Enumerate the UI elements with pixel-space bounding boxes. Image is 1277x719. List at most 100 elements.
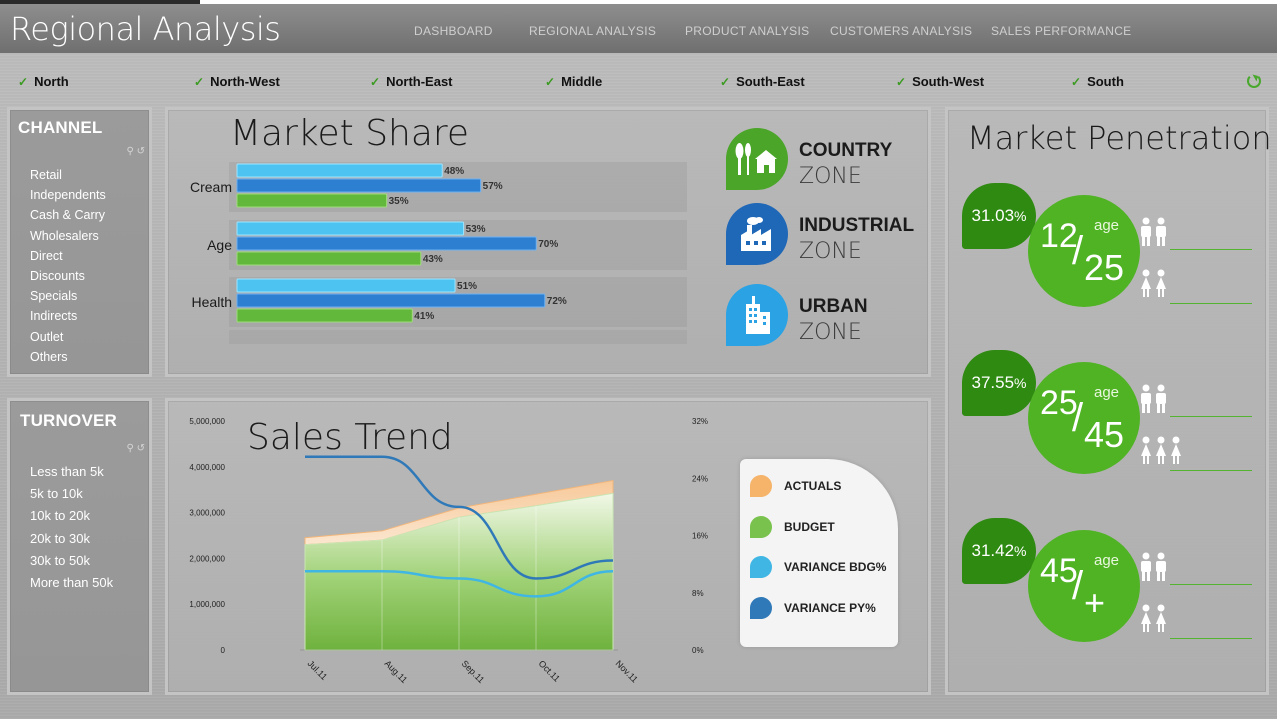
region-south[interactable]: ✓ South xyxy=(1071,74,1124,89)
legend-swatch xyxy=(750,556,772,578)
nav-dashboard[interactable]: DASHBOARD xyxy=(414,24,493,38)
channel-item-indirects[interactable]: Indirects xyxy=(30,309,78,324)
category-label: Health xyxy=(192,294,232,310)
channel-list: Retail Independents Cash & Carry Wholesa… xyxy=(30,168,106,370)
penetration-percent: 37.55% xyxy=(962,350,1036,416)
category-label: Age xyxy=(207,237,232,253)
x-axis-tick: Aug.11 xyxy=(383,658,410,685)
header: Regional Analysis DASHBOARD REGIONAL ANA… xyxy=(0,4,1277,53)
check-icon: ✓ xyxy=(545,75,556,89)
right-axis-tick: 24% xyxy=(692,474,708,483)
region-north-west[interactable]: ✓ North-West xyxy=(194,74,280,89)
nav-regional-analysis[interactable]: REGIONAL ANALYSIS xyxy=(529,24,657,38)
refresh-icon[interactable] xyxy=(1247,74,1261,88)
divider-line xyxy=(1170,470,1252,471)
male-couple-icon xyxy=(1140,217,1180,252)
bar-group-background xyxy=(229,330,687,344)
bar-value-label: 72% xyxy=(547,296,567,307)
turnover-title: TURNOVER xyxy=(20,411,117,430)
building-icon xyxy=(726,284,788,346)
zone-urban[interactable]: URBAN ZONE xyxy=(726,284,926,348)
region-south-east[interactable]: ✓ South-East xyxy=(720,74,805,89)
left-axis-tick: 0 xyxy=(221,646,226,655)
bar-value-label: 35% xyxy=(389,196,409,207)
male-person-icon xyxy=(1156,384,1166,413)
nav-product-analysis[interactable]: PRODUCT ANALYSIS xyxy=(685,24,810,38)
x-axis-tick: Sep.11 xyxy=(460,658,487,685)
female-group-icon xyxy=(1140,436,1200,471)
channel-item-cash-carry[interactable]: Cash & Carry xyxy=(30,208,106,223)
legend-swatch xyxy=(750,597,772,619)
zone-industrial[interactable]: INDUSTRIAL ZONE xyxy=(726,203,926,267)
channel-item-outlet[interactable]: Outlet xyxy=(30,329,64,344)
slash-glyph: / xyxy=(1072,229,1084,273)
female-group-icon xyxy=(1140,604,1200,639)
check-icon: ✓ xyxy=(370,75,381,89)
bar-value-label: 41% xyxy=(414,311,434,322)
region-north-east[interactable]: ✓ North-East xyxy=(370,74,453,89)
channel-item-direct[interactable]: Direct xyxy=(30,248,63,263)
channel-item-discounts[interactable]: Discounts xyxy=(30,268,85,283)
turnover-item-more-50k[interactable]: More than 50k xyxy=(30,574,114,590)
channel-item-specials[interactable]: Specials xyxy=(30,289,78,304)
slash-glyph: / xyxy=(1072,396,1084,440)
channel-item-others[interactable]: Others xyxy=(30,349,68,364)
female-group-icon xyxy=(1140,269,1200,304)
penetration-group-25-45: 37.55% age 25 / 45 xyxy=(960,350,1260,474)
turnover-item-less-5k[interactable]: Less than 5k xyxy=(30,464,104,479)
channel-item-retail[interactable]: Retail xyxy=(30,168,62,182)
male-couple-icon xyxy=(1140,384,1180,419)
channel-item-wholesalers[interactable]: Wholesalers xyxy=(30,228,99,243)
turnover-item-10k-20k[interactable]: 10k to 20k xyxy=(30,508,90,524)
top-strip xyxy=(0,0,1277,4)
zone-label: URBAN xyxy=(799,296,868,317)
region-north[interactable]: ✓ North xyxy=(18,74,69,89)
right-axis-tick: 0% xyxy=(692,646,704,655)
penetration-percent: 31.03% xyxy=(962,183,1036,249)
check-icon: ✓ xyxy=(1071,75,1082,89)
male-person-icon xyxy=(1141,552,1151,581)
zone-sub: ZONE xyxy=(799,320,862,345)
region-south-west[interactable]: ✓ South-West xyxy=(896,74,985,89)
nav-sales-performance[interactable]: SALES PERFORMANCE xyxy=(991,24,1132,38)
turnover-item-5k-10k[interactable]: 5k to 10k xyxy=(30,486,83,502)
left-axis-tick: 1,000,000 xyxy=(189,600,225,609)
penetration-group-45-plus: 31.42% age 45 / + xyxy=(960,518,1260,642)
male-person-icon xyxy=(1141,384,1151,413)
market-share-bar xyxy=(236,236,537,251)
market-share-bar xyxy=(236,293,546,308)
x-axis-tick: Jul.11 xyxy=(306,658,330,682)
zone-label: COUNTRY xyxy=(799,140,893,161)
x-axis-tick: Oct.11 xyxy=(537,658,562,683)
left-axis-tick: 5,000,000 xyxy=(189,417,225,426)
female-person-icon xyxy=(1156,269,1166,297)
divider-line xyxy=(1170,303,1252,304)
bar-value-label: 43% xyxy=(423,254,443,265)
female-person-icon xyxy=(1141,604,1151,632)
female-person-icon xyxy=(1171,436,1181,464)
turnover-item-30k-50k[interactable]: 30k to 50k xyxy=(30,552,90,568)
region-middle[interactable]: ✓ Middle xyxy=(545,74,603,89)
zone-country[interactable]: COUNTRY ZONE xyxy=(726,128,926,192)
market-share-bar xyxy=(236,221,465,236)
turnover-item-20k-30k[interactable]: 20k to 30k xyxy=(30,530,90,546)
page-title: Regional Analysis xyxy=(10,10,281,48)
age-range-circle: age 25 / 45 xyxy=(1028,362,1140,474)
market-share-bar xyxy=(236,163,443,178)
zone-sub: ZONE xyxy=(799,164,862,189)
right-axis-tick: 16% xyxy=(692,532,708,541)
factory-icon xyxy=(726,203,788,265)
divider-line xyxy=(1170,584,1252,585)
channel-panel: CHANNEL ⚲ ↺ Retail Independents Cash & C… xyxy=(7,107,152,377)
filter-tools-icon[interactable]: ⚲ ↺ xyxy=(126,146,145,157)
zone-label: INDUSTRIAL xyxy=(799,215,915,236)
check-icon: ✓ xyxy=(720,75,731,89)
female-person-icon xyxy=(1141,269,1151,297)
female-person-icon xyxy=(1156,604,1166,632)
check-icon: ✓ xyxy=(194,75,205,89)
channel-item-independents[interactable]: Independents xyxy=(30,188,106,203)
filter-tools-icon[interactable]: ⚲ ↺ xyxy=(126,443,145,454)
nav-customers-analysis[interactable]: CUSTOMERS ANALYSIS xyxy=(830,24,973,38)
divider-line xyxy=(1170,416,1252,417)
divider-line xyxy=(1170,638,1252,639)
